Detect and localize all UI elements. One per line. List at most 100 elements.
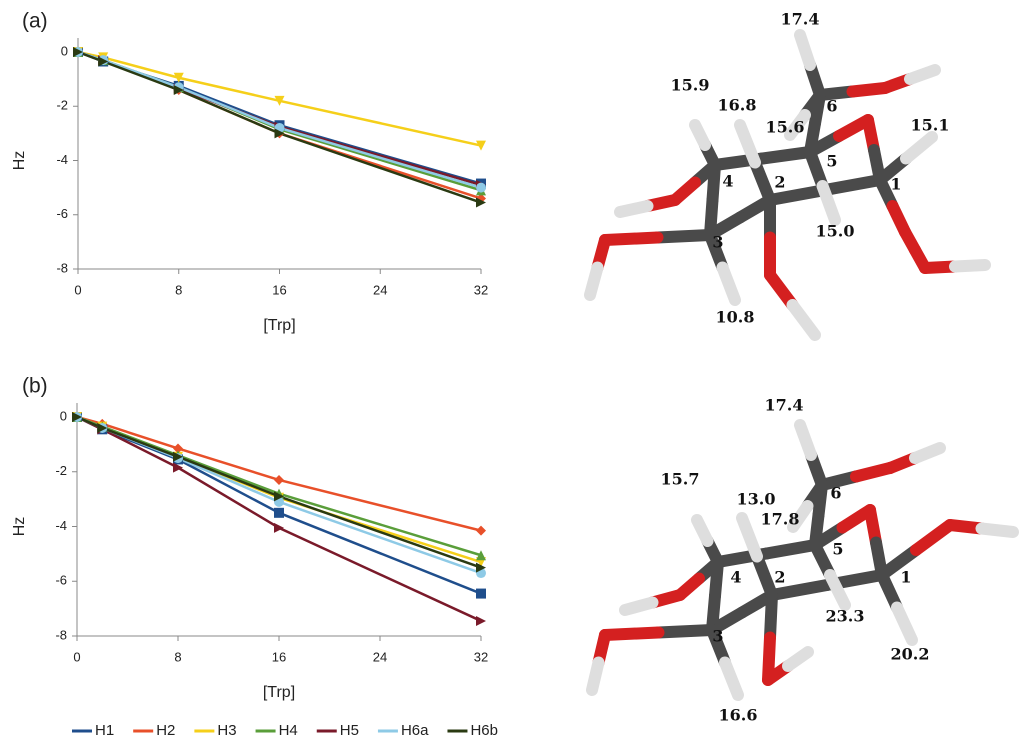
panel-label: (b)	[22, 375, 48, 398]
series-line	[77, 417, 481, 555]
y-tick-label: 0	[61, 43, 68, 58]
bond	[725, 663, 738, 696]
y-tick-label: -6	[55, 573, 67, 588]
marker	[476, 616, 486, 626]
y-tick-label: -2	[56, 98, 68, 113]
coupling-label: 16.6	[719, 706, 758, 725]
figure: (a)Hz[Trp]0-2-4-6-808162432(b)Hz[Trp]0-2…	[0, 0, 1019, 741]
atom-number: 4	[730, 568, 741, 587]
bond	[697, 520, 708, 541]
bond	[755, 163, 770, 201]
bond	[982, 529, 1014, 533]
bond	[605, 633, 659, 636]
y-tick-label: -8	[55, 627, 67, 642]
x-tick-label: 24	[373, 282, 387, 297]
atom-number: 5	[832, 540, 843, 559]
molecule	[592, 425, 1013, 695]
x-tick-label: 8	[175, 282, 182, 297]
bond	[590, 268, 598, 296]
bond	[767, 545, 816, 554]
legend-label: H5	[340, 722, 359, 739]
coupling-label: 17.4	[765, 396, 804, 415]
marker	[274, 475, 284, 485]
atom-number: 2	[774, 568, 785, 587]
atom-number: 6	[826, 97, 837, 116]
x-tick-label: 0	[73, 649, 80, 664]
y-tick-label: -4	[56, 152, 68, 167]
bond	[695, 125, 705, 145]
x-tick-label: 32	[474, 282, 488, 297]
bond	[955, 265, 985, 267]
bond	[916, 525, 950, 550]
molecule	[590, 35, 985, 335]
coupling-label: 15.1	[911, 116, 950, 135]
legend-label: H6b	[470, 722, 498, 739]
bond	[788, 652, 808, 666]
x-tick-label: 24	[373, 649, 387, 664]
legend-label: H3	[217, 722, 236, 739]
marker	[476, 183, 486, 193]
bond	[825, 180, 880, 190]
atom-number: 1	[890, 175, 901, 194]
x-tick-label: 16	[272, 282, 286, 297]
y-tick-label: -4	[55, 518, 67, 533]
y-tick-label: -2	[55, 463, 67, 478]
bond	[757, 557, 772, 596]
coupling-label: 23.3	[826, 607, 865, 626]
panel-label: (a)	[22, 10, 48, 33]
atom-number: 2	[774, 173, 785, 192]
bond	[592, 663, 599, 691]
legend-label: H6a	[401, 722, 429, 739]
coupling-label: 15.0	[816, 222, 855, 241]
marker	[274, 523, 284, 533]
coupling-label: 16.8	[718, 96, 757, 115]
bond	[910, 70, 935, 79]
x-tick-label: 8	[174, 649, 181, 664]
bond	[906, 137, 932, 159]
bond	[800, 35, 810, 65]
bond	[620, 206, 648, 212]
x-axis-title: [Trp]	[263, 684, 295, 701]
y-axis-title: Hz	[11, 517, 28, 537]
coupling-label: 15.6	[766, 118, 805, 137]
atom-number: 4	[722, 172, 733, 191]
bond	[772, 585, 827, 595]
coupling-label: 20.2	[891, 645, 930, 664]
bond	[625, 603, 653, 611]
coupling-label: 17.8	[761, 510, 800, 529]
marker	[274, 508, 284, 518]
marker	[476, 589, 486, 599]
coupling-label: 15.9	[671, 76, 710, 95]
atom-number: 5	[826, 152, 837, 171]
coupling-label: 15.7	[661, 470, 700, 489]
bond	[605, 238, 658, 241]
bond	[723, 268, 736, 301]
bond	[897, 608, 912, 641]
y-tick-label: -6	[56, 206, 68, 221]
bond	[793, 305, 816, 335]
x-tick-label: 0	[74, 282, 81, 297]
bond	[915, 448, 940, 458]
atom-number: 6	[830, 484, 841, 503]
marker	[476, 526, 486, 536]
series-line	[77, 417, 481, 621]
coupling-label: 10.8	[716, 308, 755, 327]
x-axis-title: [Trp]	[263, 317, 295, 334]
legend-label: H2	[156, 722, 175, 739]
x-tick-label: 16	[272, 649, 286, 664]
coupling-label: 17.4	[781, 10, 820, 29]
y-axis-title: Hz	[11, 151, 28, 171]
coupling-label: 13.0	[737, 490, 776, 509]
bond	[659, 630, 713, 633]
legend-label: H1	[95, 722, 114, 739]
bond	[770, 595, 772, 638]
bond	[763, 152, 811, 159]
x-tick-label: 32	[474, 649, 488, 664]
bond	[770, 190, 825, 200]
y-tick-label: -8	[56, 260, 68, 275]
y-tick-label: 0	[60, 408, 67, 423]
bond	[658, 235, 711, 238]
atom-number: 3	[712, 627, 723, 646]
bond	[800, 425, 811, 455]
bond	[742, 518, 757, 557]
